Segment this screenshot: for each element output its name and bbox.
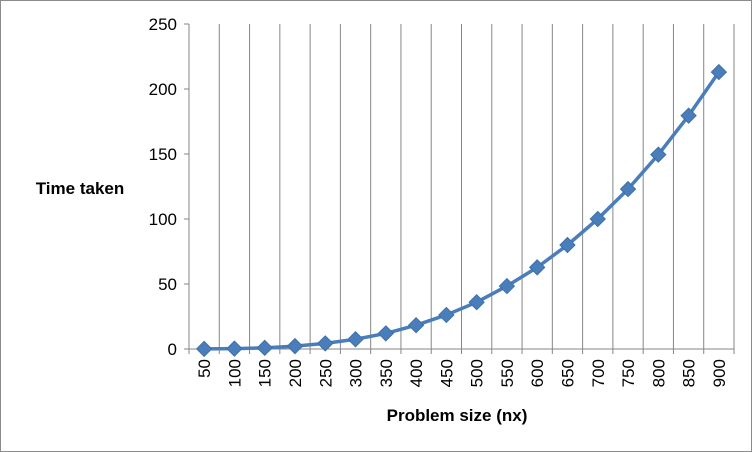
data-point-marker	[589, 210, 606, 228]
data-point-marker	[286, 337, 304, 355]
x-tick-label: 100	[225, 359, 244, 387]
data-point-marker	[407, 317, 425, 334]
y-tick-label: 200	[149, 80, 177, 99]
x-tick-label: 900	[710, 359, 729, 387]
gridlines	[218, 24, 735, 349]
x-tick-label: 450	[437, 359, 456, 387]
data-point-marker	[195, 340, 213, 358]
x-tick-label: 600	[528, 359, 547, 387]
x-tick-label: 50	[195, 359, 214, 378]
x-tick-label: 750	[619, 359, 638, 387]
axes	[184, 23, 735, 354]
series-markers	[195, 63, 728, 358]
data-point-marker	[680, 107, 697, 124]
data-point-marker	[317, 335, 334, 352]
y-tick-label: 100	[149, 210, 177, 229]
data-point-marker	[498, 277, 516, 295]
data-point-marker	[559, 236, 576, 254]
x-tick-label: 250	[316, 359, 335, 387]
x-tick-labels: 50 100 150 200 250 300 350 400 450 500 550 600 650 70…	[195, 359, 729, 387]
x-tick-label: 500	[468, 359, 487, 387]
data-point-marker	[377, 325, 395, 342]
x-tick-label: 300	[347, 359, 366, 387]
y-tick-labels: 0 50 100 150 200 250	[149, 15, 177, 359]
data-point-marker	[256, 339, 273, 357]
data-point-marker	[347, 331, 364, 348]
x-tick-label: 800	[649, 359, 668, 387]
x-tick-label: 350	[377, 359, 396, 387]
x-tick-label: 850	[680, 359, 699, 387]
x-tick-label: 650	[558, 359, 577, 387]
data-point-marker	[619, 180, 637, 198]
y-tick-label: 0	[168, 340, 177, 359]
y-tick-label: 50	[158, 275, 177, 294]
x-tick-label: 200	[286, 359, 305, 387]
data-point-marker	[438, 306, 455, 324]
data-point-marker	[528, 259, 546, 276]
y-tick-label: 150	[149, 145, 177, 164]
x-axis-title: Problem size (nx)	[387, 406, 528, 425]
x-tick-label: 550	[498, 359, 517, 387]
y-tick-label: 250	[149, 15, 177, 34]
data-point-marker	[468, 293, 485, 311]
x-tick-label: 700	[589, 359, 608, 387]
data-point-marker	[710, 63, 728, 81]
data-point-marker	[226, 340, 243, 357]
x-tick-label: 150	[256, 359, 275, 387]
data-point-marker	[650, 146, 667, 163]
x-tick-label: 400	[407, 359, 426, 387]
y-axis-title: Time taken	[36, 179, 125, 198]
